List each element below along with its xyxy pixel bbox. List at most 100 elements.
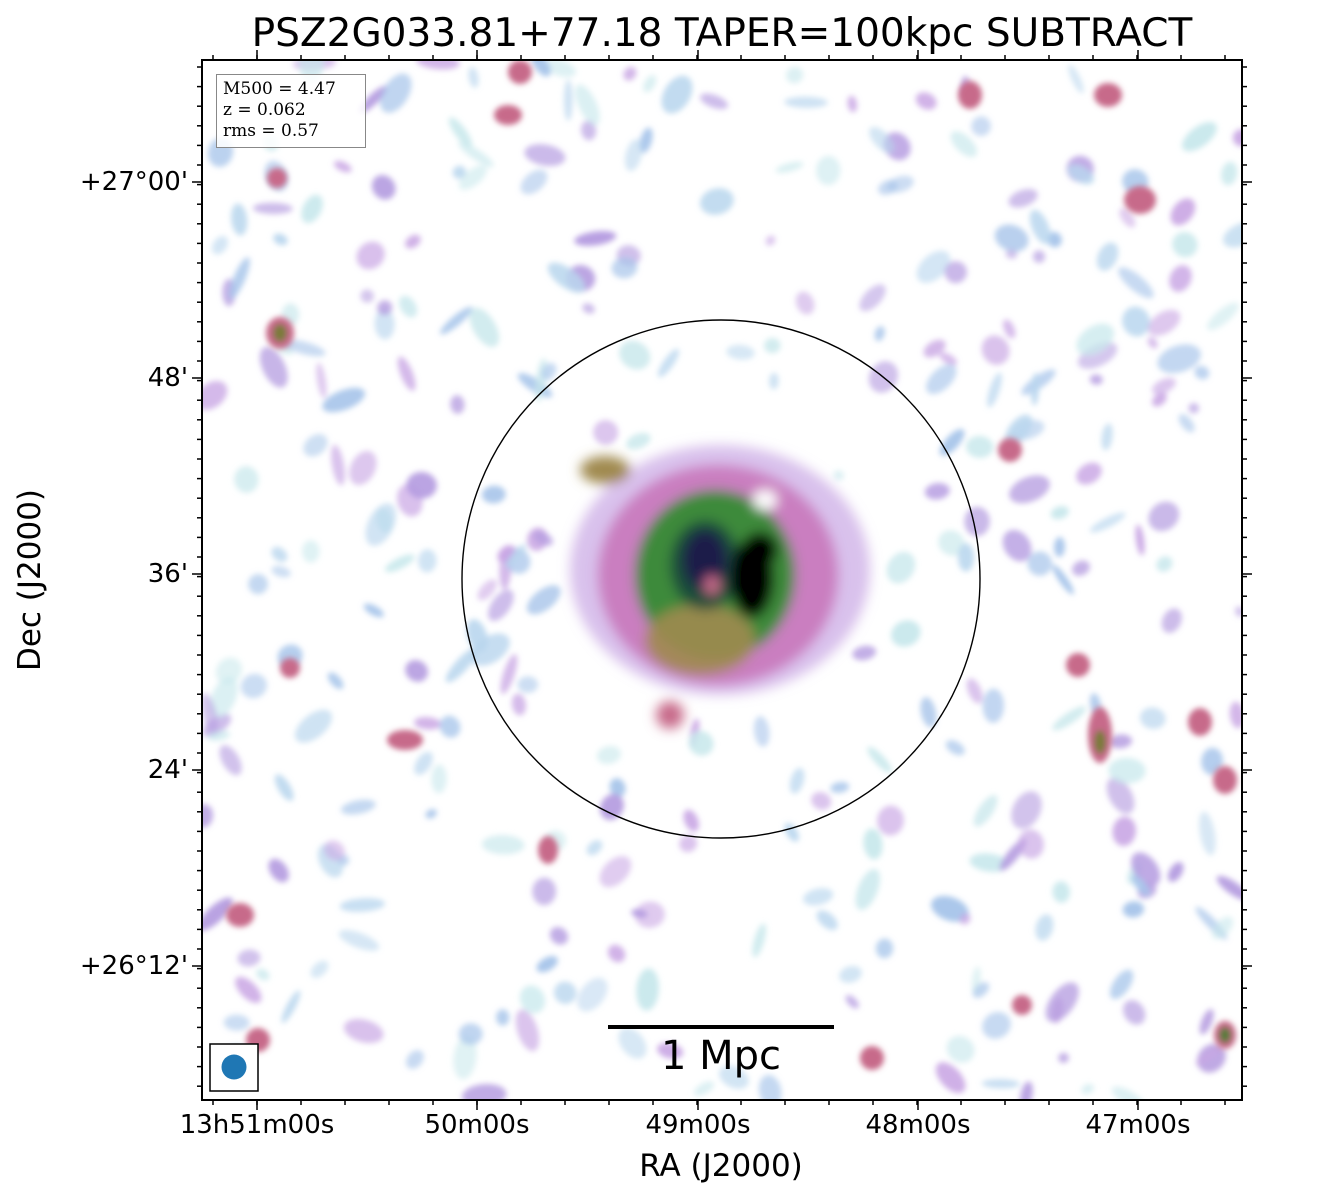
noise-blob — [923, 339, 946, 358]
noise-blob — [273, 233, 288, 246]
noise-blob — [440, 306, 473, 335]
noise-blob — [875, 938, 894, 959]
noise-blob — [619, 340, 651, 370]
noise-blob — [1199, 811, 1216, 856]
noise-blob — [1027, 551, 1053, 576]
noise-blob — [1188, 402, 1200, 414]
noise-blob — [1151, 377, 1176, 395]
noise-blob — [789, 767, 805, 794]
noise-blob — [541, 362, 557, 381]
x-tick-label: 48m00s — [865, 1110, 971, 1140]
noise-blob — [815, 155, 841, 186]
noise-blob — [1009, 475, 1050, 504]
noise-blob — [939, 429, 965, 456]
noise-blob — [631, 909, 648, 918]
noise-blob — [1194, 365, 1210, 380]
noise-blob — [1170, 198, 1196, 226]
x-axis-label: RA (J2000) — [639, 1148, 803, 1184]
noise-blob — [1207, 302, 1239, 331]
noise-blob — [1112, 816, 1136, 847]
noise-blob — [987, 372, 1002, 408]
noise-blob — [1077, 342, 1118, 369]
noise-blob — [515, 1009, 540, 1052]
noise-blob — [981, 335, 1010, 365]
noise-blob — [1052, 564, 1074, 595]
noise-blob — [563, 79, 573, 121]
noise-blob — [574, 230, 617, 246]
noise-blob — [1147, 309, 1181, 336]
noise-blob — [431, 764, 447, 794]
noise-blob — [1072, 560, 1090, 576]
noise-blob — [520, 169, 548, 195]
noise-blob — [639, 127, 653, 153]
noise-blob — [316, 362, 327, 399]
noise-blob — [323, 840, 345, 861]
noise-blob — [1235, 606, 1242, 617]
noise-blob — [1089, 374, 1103, 385]
noise-blob — [752, 923, 767, 958]
noise-blob — [531, 60, 551, 77]
noise-blob — [656, 1042, 684, 1059]
noise-blob — [445, 647, 478, 683]
noise-blob — [458, 141, 494, 168]
noise-blob — [327, 672, 344, 690]
noise-blob — [1067, 164, 1095, 185]
noise-blob — [469, 307, 500, 348]
noise-blob — [301, 194, 323, 224]
noise-blob — [852, 645, 877, 661]
noise-blob — [699, 93, 729, 110]
noise-blob — [505, 544, 527, 568]
noise-blob — [299, 60, 325, 83]
noise-blob — [468, 66, 479, 88]
noise-blob — [833, 470, 845, 481]
noise-blob — [830, 781, 850, 793]
noise-blob — [926, 364, 957, 395]
noise-blob — [863, 828, 883, 860]
noise-blob — [867, 746, 892, 773]
noise-blob — [964, 506, 990, 537]
noise-blob — [374, 308, 395, 340]
noise-blob — [211, 236, 229, 255]
plot-title: PSZ2G033.81+77.18 TAPER=100kpc SUBTRACT — [251, 11, 1193, 56]
noise-blob — [753, 715, 770, 747]
noise-blob — [623, 66, 637, 81]
noise-blob — [450, 395, 465, 414]
y-axis-label: Dec (J2000) — [12, 488, 48, 672]
noise-blob — [399, 295, 418, 318]
noise-blob — [481, 834, 525, 855]
noise-blob — [1199, 1009, 1214, 1035]
noise-blob — [234, 466, 259, 493]
central-emission — [570, 445, 870, 729]
info-rms: rms = 0.57 — [223, 121, 319, 141]
noise-blob — [549, 926, 569, 945]
noise-blob — [764, 337, 781, 354]
noise-blob — [618, 1027, 647, 1059]
scale-bar-label: 1 Mpc — [660, 1033, 782, 1079]
noise-blob — [413, 717, 442, 730]
noise-blob — [718, 1065, 749, 1089]
noise-blob — [784, 822, 800, 842]
noise-blob — [202, 693, 219, 738]
y-tick-label: +26°12' — [79, 951, 188, 981]
noise-blob — [1108, 757, 1146, 784]
noise-blob — [360, 289, 374, 303]
noise-blob — [333, 160, 352, 173]
noise-blob — [1058, 1052, 1069, 1063]
info-m500: M500 = 4.47 — [223, 79, 336, 99]
noise-blob — [209, 676, 238, 718]
noise-blob — [1031, 372, 1040, 406]
noise-blob — [845, 995, 859, 1009]
noise-blob — [1109, 969, 1134, 1000]
noise-blob — [229, 257, 250, 299]
noise-blob — [1035, 914, 1054, 941]
noise-blob — [577, 977, 608, 1012]
noise-blob — [268, 858, 289, 883]
noise-blob — [310, 960, 329, 978]
noise-blob — [624, 139, 643, 172]
noise-blob — [1002, 319, 1016, 339]
noise-blob — [1122, 306, 1151, 337]
noise-blob — [526, 585, 561, 615]
noise-blob — [215, 657, 243, 685]
noise-blob — [599, 793, 624, 821]
y-tick-label: 24' — [147, 755, 188, 785]
